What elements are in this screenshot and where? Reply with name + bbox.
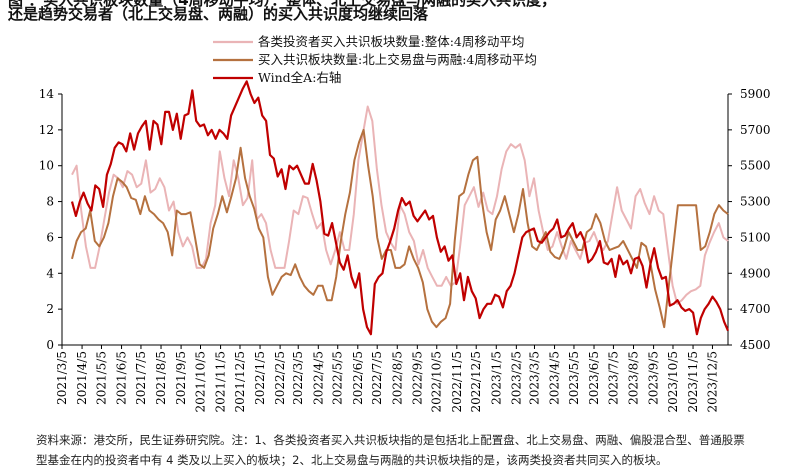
x-axis-tick-label: 2023/8/5 [627,351,641,405]
right-axis-tick-label: 5700 [740,123,771,137]
x-axis-tick-label: 2023/12/5 [705,351,719,413]
x-axis-tick-label: 2021/4/5 [75,351,89,405]
x-axis-tick-label: 2023/6/5 [587,351,601,405]
x-axis-tick-label: 2022/12/5 [469,351,483,413]
series-layer [70,80,730,336]
left-axis-tick-label: 4 [46,266,54,280]
left-axis-tick-label: 0 [46,338,54,352]
chart-area: 各类投资者买入共识板块数量:整体:4周移动平均买入共识板块数量:北上交易盘与两融… [39,34,771,413]
legend-label-2: 买入共识板块数量:北上交易盘与两融:4周移动平均 [258,52,537,67]
right-axis-tick-label: 4700 [740,302,771,316]
left-axis-tick-label: 12 [39,123,54,137]
x-axis-tick-label: 2023/5/5 [567,351,581,405]
x-axis-tick-label: 2022/10/5 [430,351,444,413]
right-axis-tick-label: 4900 [740,266,771,280]
legend-label-3: Wind全A:右轴 [258,70,341,85]
series-line-2 [71,128,729,329]
x-axis-tick-label: 2021/9/5 [174,351,188,405]
x-axis-tick-label: 2023/1/5 [489,351,503,405]
x-axis-tick-label: 2021/6/5 [115,351,129,405]
left-axis-tick-label: 6 [46,230,54,244]
x-axis-tick-label: 2023/7/5 [606,351,620,405]
right-axis-tick-label: 5900 [740,87,771,101]
x-axis-tick-label: 2023/11/5 [686,351,700,413]
x-axis-tick-label: 2021/10/5 [194,351,208,413]
right-axis-tick-label: 5300 [740,195,771,209]
x-axis-tick-label: 2022/11/5 [450,351,464,413]
legend-label-1: 各类投资者买入共识板块数量:整体:4周移动平均 [258,34,524,49]
x-axis-tick-label: 2021/11/5 [214,351,228,413]
x-axis-tick-label: 2021/12/5 [233,351,247,413]
left-axis-tick-label: 8 [46,195,54,209]
left-axis-tick-label: 14 [39,87,55,101]
x-axis-tick-label: 2022/7/5 [370,351,384,405]
chart-title-line-1: 图 ：买入共识板块数量（4周移动平均）：整体、北上交易盘与两融的买入共识度， [8,0,557,9]
right-axis-tick-label: 5500 [740,159,771,173]
x-axis-tick-label: 2022/6/5 [351,351,365,405]
right-axis-tick-label: 4500 [740,338,771,352]
x-axis-tick-label: 2023/3/5 [527,351,541,405]
x-axis-tick-label: 2023/4/5 [548,351,562,405]
x-axis-tick-label: 2023/10/5 [666,351,680,413]
x-axis-tick-label: 2022/2/5 [273,351,287,405]
right-axis-tick-label: 5100 [740,230,771,244]
x-axis-tick-label: 2021/8/5 [154,351,168,405]
x-axis-tick-label: 2022/8/5 [390,351,404,405]
x-axis-tick-label: 2021/3/5 [55,351,69,405]
axes: 0 2 4 6 8 10 12 14 4500 4700 4900 5100 5300 5500 5700 5… [39,87,771,413]
left-axis-tick-label: 2 [46,302,54,316]
x-axis-tick-label: 2022/5/5 [331,351,345,405]
x-axis-tick-label: 2022/1/5 [253,351,267,405]
source-note-line-2: 型基金在内的投资者中有 4 类及以上买入的板块；2、北上交易盘与两融的共识板块指… [36,453,668,467]
x-axis-tick-label: 2022/3/5 [291,351,305,405]
x-axis-tick-label: 2021/7/5 [134,351,148,405]
source-note-line-1: 资料来源：港交所，民生证券研究院。注：1、各类投资者买入共识板块指的是包括北上配… [36,433,745,447]
left-axis-tick-label: 10 [39,159,54,173]
x-axis-tick-label: 2023/9/5 [647,351,661,405]
chart-title-line-2: 还是趋势交易者（北上交易盘、两融）的买入共识度均继续回落 [8,5,429,23]
series-line-3 [70,80,730,336]
legend: 各类投资者买入共识板块数量:整体:4周移动平均买入共识板块数量:北上交易盘与两融… [213,34,537,85]
x-axis-tick-label: 2023/2/5 [509,351,523,405]
x-axis-tick-label: 2021/5/5 [94,351,108,405]
x-axis-tick-label: 2022/4/5 [311,351,325,405]
x-axis-tick-label: 2022/9/5 [410,351,424,405]
